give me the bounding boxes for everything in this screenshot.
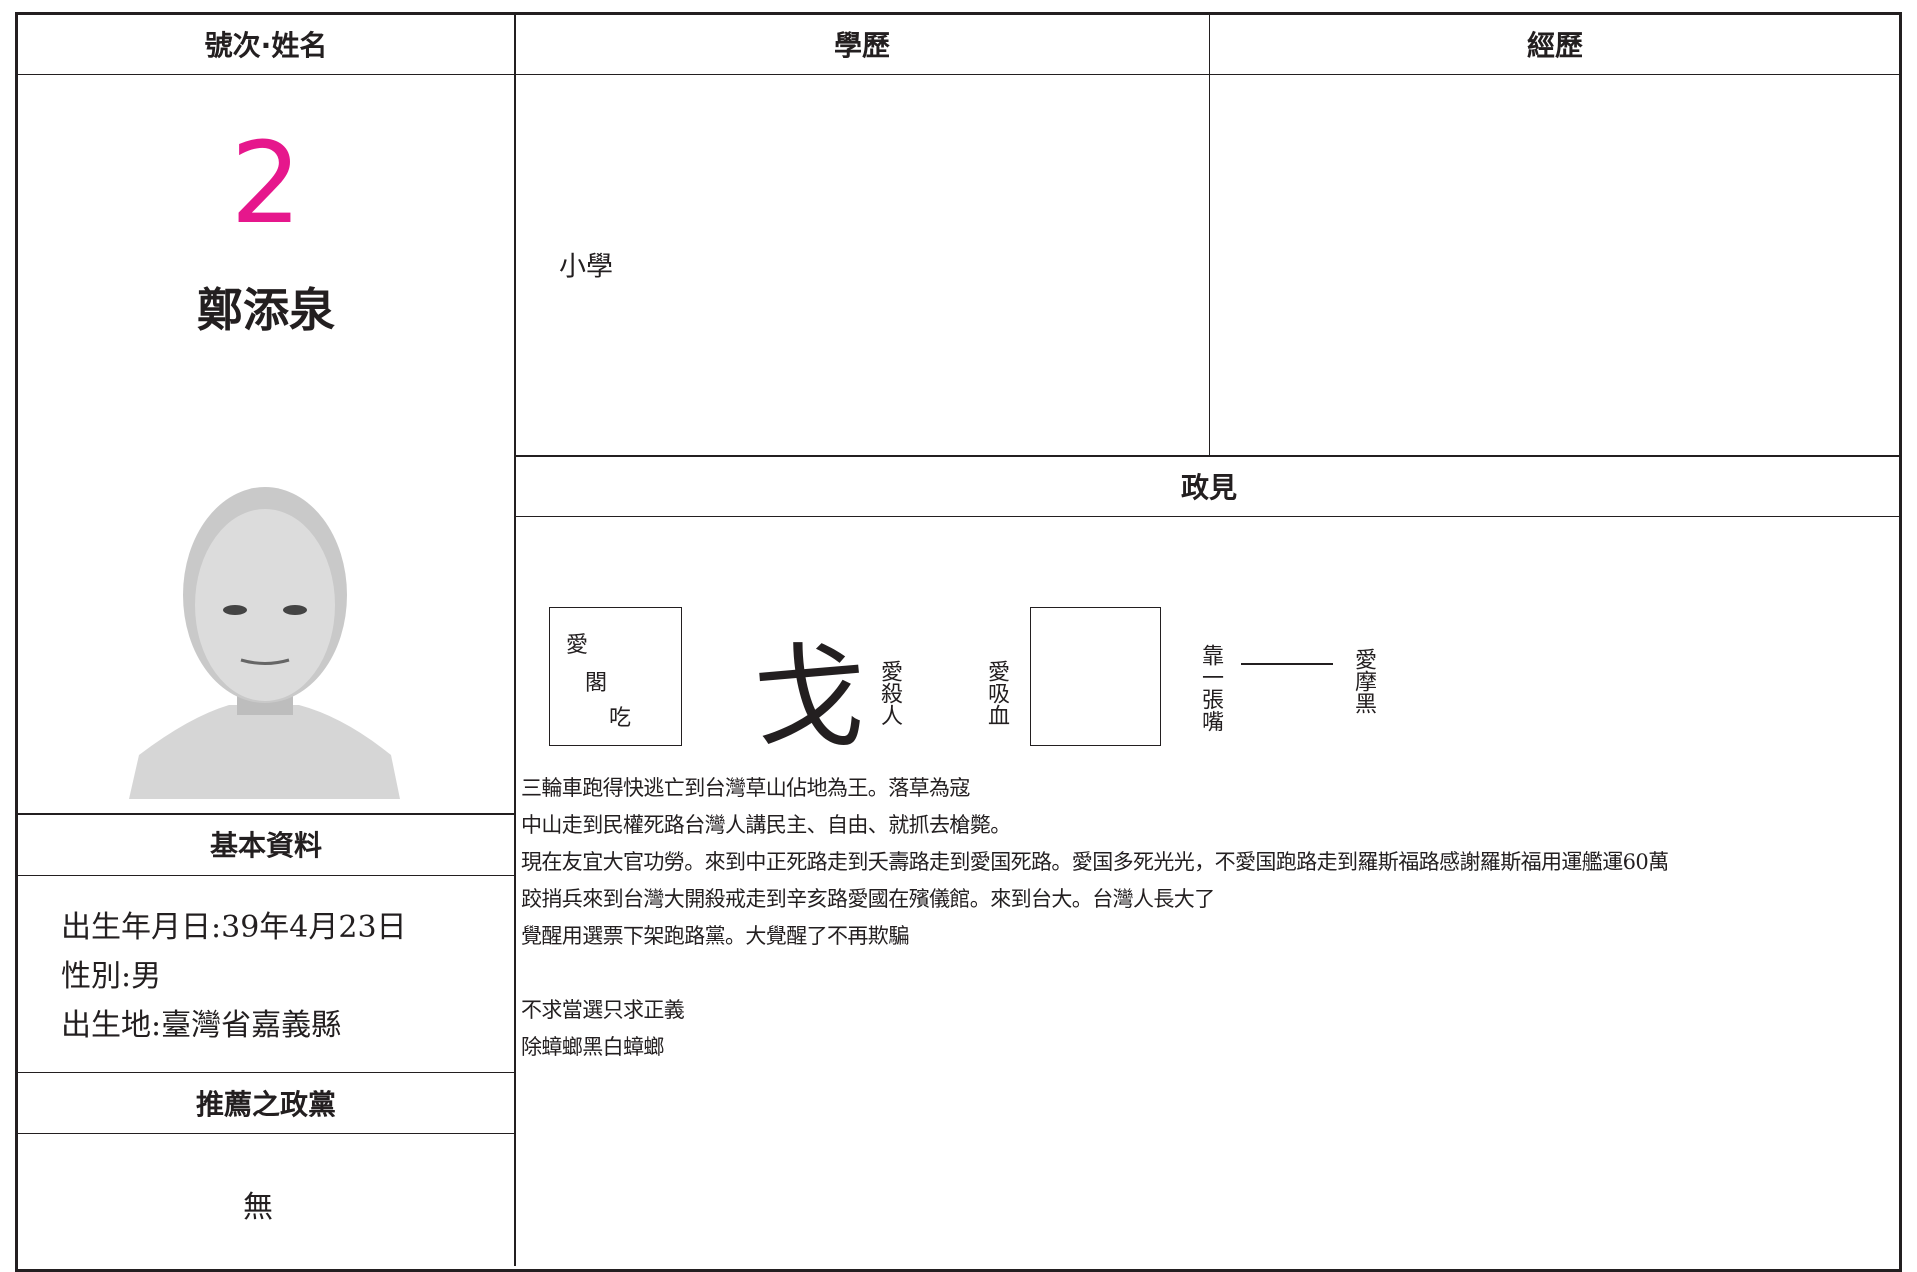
header: 學歷 bbox=[833, 29, 891, 62]
vertical-text: 愛殺人 bbox=[877, 660, 902, 726]
rule bbox=[15, 1072, 515, 1073]
diagram-text: 閣 bbox=[585, 671, 608, 696]
candidate-name: 鄭添泉 bbox=[197, 283, 335, 337]
candidate-number: 2 bbox=[230, 119, 302, 249]
party-value: 無 bbox=[243, 1190, 273, 1225]
rule bbox=[15, 813, 515, 815]
rule bbox=[1209, 12, 1210, 455]
photo bbox=[129, 455, 400, 799]
vertical-text: 愛吸血 bbox=[984, 660, 1009, 726]
header: 政見 bbox=[1180, 471, 1238, 504]
policy-line: 覺醒用選票下架跑路黨。大覺醒了不再欺騙 bbox=[521, 924, 909, 948]
info-line: 出生地:臺灣省嘉義縣 bbox=[61, 1008, 342, 1043]
header: 推薦之政黨 bbox=[195, 1088, 337, 1121]
policy-line: 現在友宜大官功勞。來到中正死路走到夭壽路走到愛国死路。愛国多死光光，不愛国跑路走… bbox=[521, 850, 1669, 874]
policy-line: 三輪車跑得快逃亡到台灣草山佔地為王。落草為寇 bbox=[521, 776, 970, 800]
vertical-text: 靠一張嘴 bbox=[1198, 644, 1223, 732]
diagram-text: 吃 bbox=[609, 706, 632, 731]
policy-line: 不求當選只求正義 bbox=[521, 998, 685, 1022]
education-value: 小學 bbox=[559, 251, 613, 283]
info-line: 性別:男 bbox=[61, 959, 162, 994]
rule bbox=[514, 12, 516, 1266]
header: 號次·姓名 bbox=[204, 29, 328, 62]
header: 經歷 bbox=[1526, 29, 1584, 62]
diagram-box bbox=[1030, 607, 1161, 746]
info-line: 出生年月日:39年4月23日 bbox=[61, 910, 407, 945]
header: 基本資料 bbox=[209, 829, 323, 862]
rule bbox=[516, 516, 1902, 517]
rule bbox=[516, 455, 1902, 457]
big-char: 戈 bbox=[753, 633, 865, 763]
rule bbox=[15, 74, 1902, 75]
policy-line: 跤捎兵來到台灣大開殺戒走到辛亥路愛國在殯儀館。來到台大。台灣人長大了 bbox=[521, 887, 1215, 911]
rule bbox=[15, 1133, 515, 1134]
policy-line: 中山走到民權死路台灣人講民主、自由、就抓去槍斃。 bbox=[521, 813, 1011, 837]
diagram-box bbox=[549, 607, 682, 746]
vertical-text: 愛摩黑 bbox=[1351, 648, 1376, 714]
diagram-text: 愛 bbox=[566, 633, 589, 658]
rule bbox=[15, 875, 515, 876]
connector bbox=[1241, 663, 1333, 665]
policy-line: 除蟑螂黑白蟑螂 bbox=[521, 1035, 664, 1059]
